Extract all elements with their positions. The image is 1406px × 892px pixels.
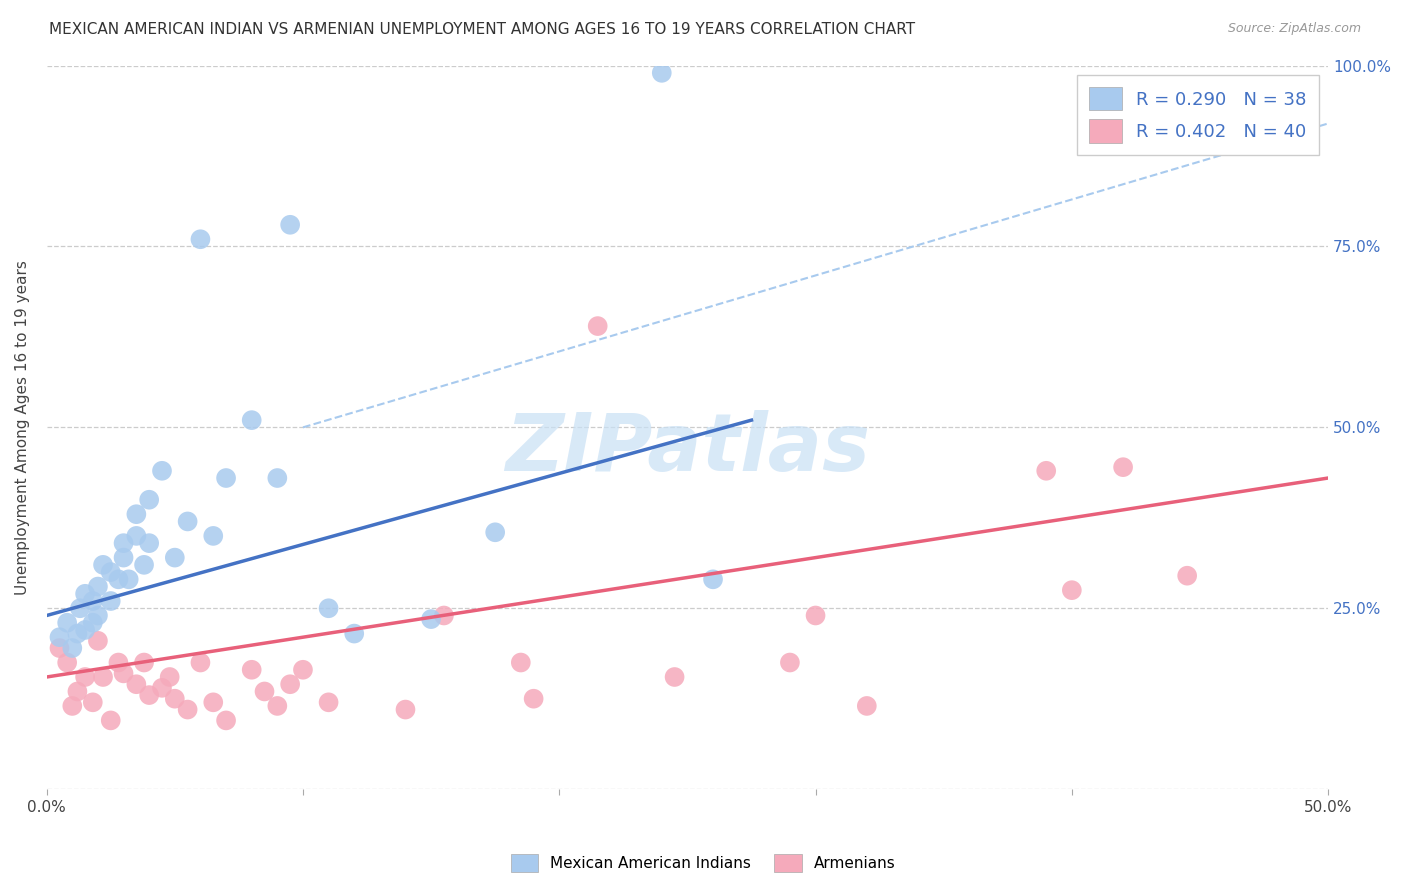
Point	[87, 633, 110, 648]
Point	[266, 471, 288, 485]
Point	[651, 66, 673, 80]
Point	[176, 702, 198, 716]
Point	[266, 698, 288, 713]
Point	[433, 608, 456, 623]
Point	[66, 684, 89, 698]
Point	[215, 471, 238, 485]
Point	[75, 587, 97, 601]
Point	[60, 641, 83, 656]
Point	[132, 656, 155, 670]
Point	[82, 695, 104, 709]
Point	[48, 630, 70, 644]
Text: ZIPatlas: ZIPatlas	[505, 410, 870, 488]
Point	[202, 529, 225, 543]
Point	[112, 536, 135, 550]
Point	[202, 695, 225, 709]
Point	[138, 536, 160, 550]
Point	[60, 698, 83, 713]
Point	[87, 580, 110, 594]
Point	[112, 666, 135, 681]
Point	[66, 626, 89, 640]
Point	[75, 623, 97, 637]
Text: Source: ZipAtlas.com: Source: ZipAtlas.com	[1227, 22, 1361, 36]
Point	[702, 572, 724, 586]
Point	[240, 663, 263, 677]
Point	[138, 492, 160, 507]
Point	[100, 594, 122, 608]
Point	[159, 670, 181, 684]
Point	[779, 656, 801, 670]
Point	[278, 218, 301, 232]
Point	[150, 681, 173, 695]
Point	[586, 319, 609, 334]
Point	[125, 507, 148, 521]
Point	[138, 688, 160, 702]
Point	[82, 615, 104, 630]
Point	[91, 558, 114, 572]
Point	[132, 558, 155, 572]
Point	[318, 695, 340, 709]
Point	[163, 691, 186, 706]
Point	[240, 413, 263, 427]
Point	[278, 677, 301, 691]
Text: MEXICAN AMERICAN INDIAN VS ARMENIAN UNEMPLOYMENT AMONG AGES 16 TO 19 YEARS CORRE: MEXICAN AMERICAN INDIAN VS ARMENIAN UNEM…	[49, 22, 915, 37]
Point	[394, 702, 416, 716]
Point	[1175, 568, 1198, 582]
Point	[125, 677, 148, 691]
Point	[1112, 460, 1135, 475]
Point	[253, 684, 276, 698]
Point	[56, 656, 79, 670]
Point	[343, 626, 366, 640]
Point	[163, 550, 186, 565]
Point	[107, 656, 129, 670]
Y-axis label: Unemployment Among Ages 16 to 19 years: Unemployment Among Ages 16 to 19 years	[15, 260, 30, 595]
Point	[523, 691, 546, 706]
Point	[125, 529, 148, 543]
Legend: R = 0.290   N = 38, R = 0.402   N = 40: R = 0.290 N = 38, R = 0.402 N = 40	[1077, 75, 1319, 155]
Point	[664, 670, 686, 684]
Point	[215, 714, 238, 728]
Point	[509, 656, 531, 670]
Point	[176, 515, 198, 529]
Point	[484, 525, 506, 540]
Point	[107, 572, 129, 586]
Point	[291, 663, 314, 677]
Point	[100, 714, 122, 728]
Point	[420, 612, 443, 626]
Point	[48, 641, 70, 656]
Point	[91, 670, 114, 684]
Point	[804, 608, 827, 623]
Point	[1035, 464, 1057, 478]
Point	[69, 601, 91, 615]
Point	[118, 572, 141, 586]
Point	[75, 670, 97, 684]
Point	[100, 565, 122, 579]
Point	[1060, 583, 1083, 598]
Point	[190, 232, 212, 246]
Legend: Mexican American Indians, Armenians: Mexican American Indians, Armenians	[503, 846, 903, 880]
Point	[856, 698, 879, 713]
Point	[150, 464, 173, 478]
Point	[87, 608, 110, 623]
Point	[56, 615, 79, 630]
Point	[82, 594, 104, 608]
Point	[318, 601, 340, 615]
Point	[190, 656, 212, 670]
Point	[112, 550, 135, 565]
